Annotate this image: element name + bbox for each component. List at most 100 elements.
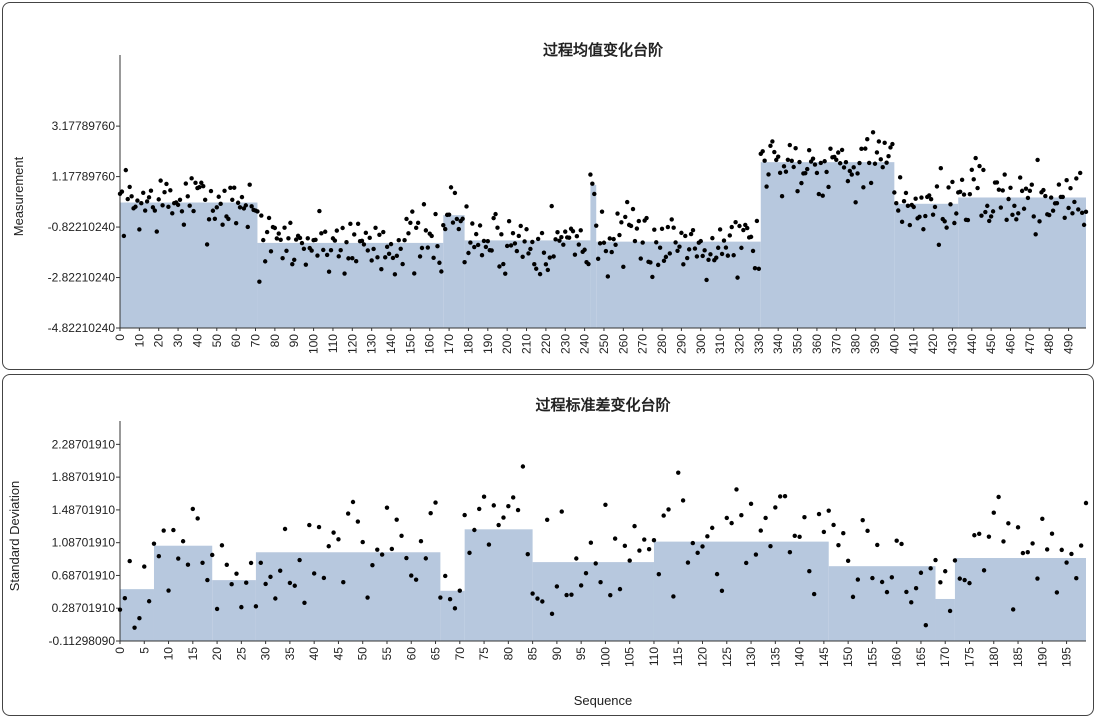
data-point xyxy=(779,194,785,199)
data-point xyxy=(599,209,605,214)
data-point xyxy=(845,558,851,563)
data-point xyxy=(535,236,541,242)
y-tick-label: -4.82210240 xyxy=(48,321,116,335)
data-point xyxy=(750,248,756,254)
data-point xyxy=(1037,219,1042,224)
data-point xyxy=(723,245,729,250)
x-tick-label: 420 xyxy=(926,334,940,354)
data-point xyxy=(762,158,767,163)
data-point xyxy=(918,570,924,575)
data-point xyxy=(210,552,215,558)
data-point xyxy=(425,245,431,250)
data-point xyxy=(634,226,640,231)
data-point xyxy=(530,591,535,596)
data-point xyxy=(547,255,552,260)
data-point xyxy=(865,137,870,142)
step-bar xyxy=(255,552,441,641)
data-point xyxy=(185,194,190,199)
data-point xyxy=(199,180,204,185)
data-point xyxy=(1060,194,1065,200)
data-point xyxy=(381,229,386,235)
data-point xyxy=(535,596,540,601)
data-point xyxy=(258,560,263,566)
data-point xyxy=(222,188,227,193)
data-point xyxy=(396,238,401,243)
data-point xyxy=(541,250,547,255)
data-point xyxy=(456,226,461,232)
data-point xyxy=(795,188,800,194)
data-point xyxy=(439,269,444,274)
data-point xyxy=(1010,212,1015,218)
data-point xyxy=(948,202,953,207)
data-point xyxy=(679,230,684,236)
data-point xyxy=(884,589,890,595)
data-point xyxy=(544,517,550,523)
x-tick-label: 290 xyxy=(674,334,688,354)
x-tick-label: 280 xyxy=(655,334,669,354)
data-point xyxy=(508,243,514,248)
data-point xyxy=(369,258,374,263)
data-point xyxy=(202,197,208,203)
x-tick-label: 180 xyxy=(987,647,1001,667)
data-point xyxy=(667,251,672,256)
x-tick-label: 45 xyxy=(331,647,345,661)
data-point xyxy=(615,211,620,216)
data-point xyxy=(518,223,523,229)
data-point xyxy=(1035,157,1040,163)
data-point xyxy=(328,247,334,253)
data-point xyxy=(315,253,320,258)
data-point xyxy=(735,275,740,280)
data-point xyxy=(154,229,159,234)
data-point xyxy=(423,228,429,233)
data-point xyxy=(1025,549,1030,555)
data-point xyxy=(237,205,243,210)
data-point xyxy=(866,160,872,166)
data-point xyxy=(504,243,510,249)
data-point xyxy=(348,221,353,227)
data-point xyxy=(744,560,749,566)
data-point xyxy=(962,577,967,583)
x-tick-label: 60 xyxy=(404,647,418,661)
x-tick-label: 10 xyxy=(162,647,176,661)
data-point xyxy=(594,223,599,228)
data-point xyxy=(947,608,953,614)
data-point xyxy=(334,228,340,233)
data-point xyxy=(443,573,448,579)
data-point xyxy=(603,248,609,254)
x-tick-label: 220 xyxy=(539,334,553,354)
data-point xyxy=(792,533,797,539)
data-point xyxy=(489,248,494,253)
data-point xyxy=(715,245,721,250)
data-point xyxy=(717,227,723,232)
data-point xyxy=(539,230,545,236)
data-point xyxy=(843,159,849,165)
x-tick-label: 5 xyxy=(137,647,151,654)
data-point xyxy=(665,224,671,230)
x-tick-label: 110 xyxy=(326,334,340,353)
data-point xyxy=(284,248,289,253)
data-point xyxy=(1006,196,1011,202)
data-point xyxy=(621,264,626,270)
data-point xyxy=(793,146,798,151)
data-point xyxy=(917,214,922,220)
data-point xyxy=(752,266,758,271)
data-point xyxy=(282,526,288,532)
data-point xyxy=(168,188,173,193)
data-point xyxy=(468,240,473,245)
data-point xyxy=(836,150,841,155)
data-point xyxy=(406,231,411,236)
data-point xyxy=(1070,211,1075,216)
step-bar xyxy=(464,529,533,641)
data-point xyxy=(588,172,593,177)
data-point xyxy=(731,253,736,258)
data-point xyxy=(277,568,283,573)
x-tick-label: 410 xyxy=(907,334,921,354)
data-point xyxy=(874,150,880,155)
data-point xyxy=(1074,176,1079,181)
data-point xyxy=(1050,208,1056,213)
x-tick-label: 35 xyxy=(283,647,297,661)
data-point xyxy=(977,531,982,537)
data-point xyxy=(936,242,942,247)
data-point xyxy=(390,255,396,261)
data-point xyxy=(394,517,399,522)
